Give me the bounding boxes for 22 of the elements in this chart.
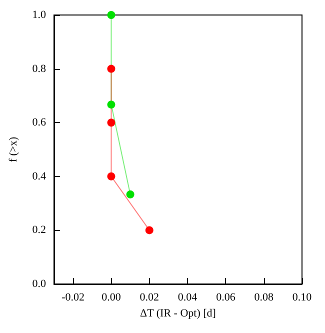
x-tick-label: 0.02 [140,292,160,304]
x-tick-label: 0.00 [102,292,122,304]
x-tick-label: 0.08 [254,292,274,304]
y-tick-label: 0.4 [32,170,46,182]
x-tick-label: -0.02 [62,292,85,304]
y-axis-title: f (>x) [8,136,20,162]
point [126,190,134,198]
x-tick-label: 0.06 [216,292,236,304]
x-tick-label: 0.10 [292,292,312,304]
y-tick-label: 0.2 [32,224,46,236]
y-tick-label: 0.6 [32,116,46,129]
point [107,64,116,73]
point [107,172,116,180]
x-tick-label: 0.04 [178,292,198,304]
y-tick-label: 1.0 [32,9,46,21]
point [107,118,116,127]
point [107,11,116,19]
y-tick-label: 0.0 [32,278,46,290]
point [107,100,116,109]
x-axis-title: ΔT (IR - Opt) [d] [140,307,216,320]
y-tick-label: 0.8 [32,62,46,75]
point [145,226,154,234]
